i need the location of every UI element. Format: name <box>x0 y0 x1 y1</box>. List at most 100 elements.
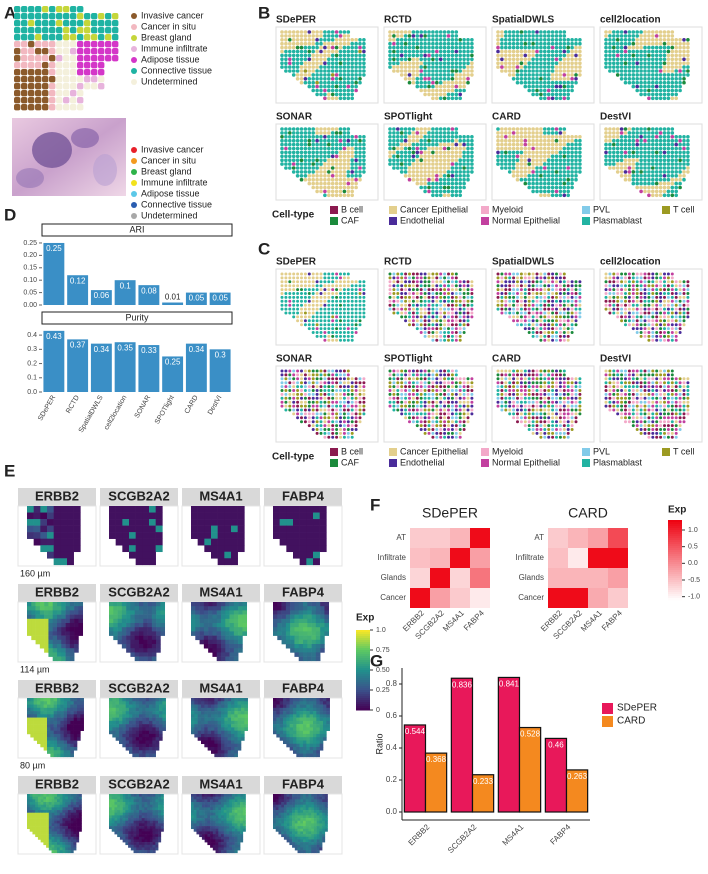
spot <box>404 166 408 170</box>
spot <box>404 143 408 147</box>
spot <box>280 30 284 34</box>
spot <box>431 85 435 89</box>
spot <box>408 377 411 380</box>
spot <box>571 312 574 315</box>
spot <box>327 292 330 295</box>
spot <box>539 315 542 318</box>
spot <box>624 300 627 303</box>
spot <box>358 81 362 85</box>
spot <box>343 280 346 283</box>
spot <box>288 280 291 283</box>
spot <box>347 85 351 89</box>
spot <box>524 61 528 65</box>
spot <box>467 312 470 315</box>
tissue-spot <box>35 27 41 33</box>
spot <box>451 166 455 170</box>
spot <box>675 315 678 318</box>
spot <box>570 73 574 77</box>
spot <box>427 58 431 62</box>
spot <box>643 174 647 178</box>
spot <box>335 377 338 380</box>
spot <box>512 284 515 287</box>
spot <box>674 151 678 155</box>
spot <box>520 65 524 69</box>
spot <box>667 34 671 38</box>
spot <box>408 296 411 299</box>
spot <box>323 89 327 93</box>
spot <box>639 174 643 178</box>
spot <box>350 61 354 65</box>
spot <box>535 42 539 46</box>
spot <box>636 304 639 307</box>
spot <box>559 93 563 97</box>
spot <box>563 135 567 139</box>
spot <box>455 85 459 89</box>
spot <box>308 420 311 423</box>
spot <box>362 151 366 155</box>
spot <box>392 304 395 307</box>
spot <box>335 280 338 283</box>
spot <box>431 58 435 62</box>
spot <box>296 77 300 81</box>
tissue-spot <box>112 34 118 40</box>
spot <box>604 131 608 135</box>
spot <box>524 170 528 174</box>
spot <box>682 61 686 65</box>
spot <box>451 97 455 101</box>
spot <box>420 296 423 299</box>
spot <box>539 135 543 139</box>
spot <box>524 42 528 46</box>
spot <box>431 397 434 400</box>
spot <box>424 292 427 295</box>
spot <box>343 323 346 326</box>
spot <box>632 58 636 62</box>
spot <box>339 389 342 392</box>
spot <box>635 139 639 143</box>
spot <box>508 162 512 166</box>
spot <box>608 158 612 162</box>
spot <box>412 58 416 62</box>
spot <box>396 377 399 380</box>
spot <box>671 304 674 307</box>
spot <box>559 46 563 50</box>
spot <box>416 389 419 392</box>
spot <box>470 300 473 303</box>
spot <box>635 151 639 155</box>
spot <box>404 397 407 400</box>
spot <box>616 151 620 155</box>
spot <box>431 46 435 50</box>
spot <box>343 131 347 135</box>
spot <box>319 77 323 81</box>
spot <box>458 170 462 174</box>
tissue-spot <box>91 41 97 47</box>
spot <box>304 58 308 62</box>
spot <box>531 38 535 42</box>
spot <box>524 182 528 186</box>
spot <box>635 50 639 54</box>
spot <box>400 273 403 276</box>
spot <box>624 54 628 58</box>
spot <box>539 54 543 58</box>
spot <box>458 186 462 190</box>
tissue-spot <box>56 76 62 82</box>
spot <box>355 300 358 303</box>
spot <box>543 42 547 46</box>
spot <box>563 304 566 307</box>
spot <box>504 151 508 155</box>
spot <box>408 292 411 295</box>
spot <box>284 273 287 276</box>
spot <box>308 412 311 415</box>
spot <box>284 292 287 295</box>
spot <box>512 135 516 139</box>
spot <box>566 81 570 85</box>
spot <box>339 166 343 170</box>
spot <box>635 131 639 135</box>
spot <box>671 81 675 85</box>
spot <box>632 182 636 186</box>
spot <box>686 308 689 311</box>
spot <box>281 284 284 287</box>
spot <box>396 61 400 65</box>
spot <box>355 296 358 299</box>
spot <box>312 370 315 373</box>
spot <box>428 280 431 283</box>
